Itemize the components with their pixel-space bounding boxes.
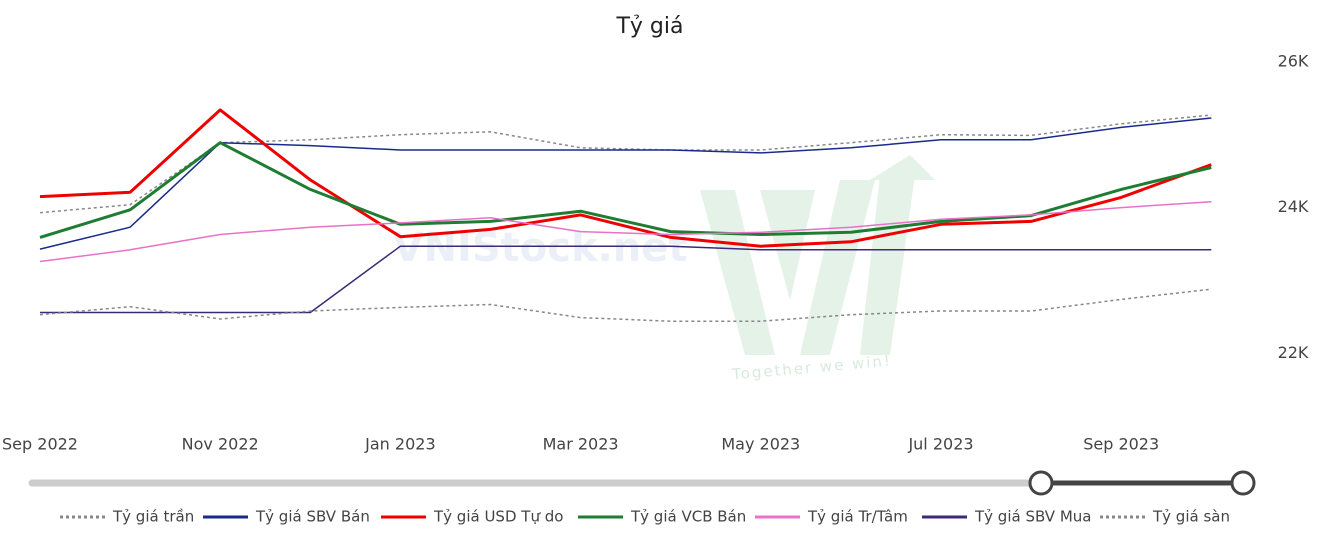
legend-item: Tỷ giá SBV Mua [922,508,1091,526]
watermark-logo [700,175,915,355]
legend-item: Tỷ giá trần [60,508,194,526]
legend-item: Tỷ giá VCB Bán [578,508,746,526]
x-tick-label: May 2023 [721,435,800,454]
x-tick-label: Jan 2023 [364,435,435,454]
x-tick-label: Sep 2023 [1083,435,1159,454]
legend-label: Tỷ giá trần [112,508,194,526]
watermark-slogan: Together we win! [730,352,892,384]
y-tick-label: 22K [1278,343,1309,362]
range-handle[interactable] [1028,470,1054,496]
range-handle[interactable] [1230,470,1256,496]
series-line [40,245,1212,314]
legend-label: Tỷ giá SBV Mua [974,508,1091,526]
legend-label: Tỷ giá SBV Bán [255,508,370,526]
legend-label: Tỷ giá Tr/Tâm [807,508,908,526]
legend-label: Tỷ giá sàn [1152,508,1230,526]
legend-item: Tỷ giá sàn [1100,508,1230,526]
y-tick-label: 24K [1278,197,1309,216]
chart-title: Tỷ giá [615,14,683,39]
series-line [39,288,1212,322]
legend-item: Tỷ giá USD Tự do [381,508,563,526]
y-tick-label: 26K [1278,51,1309,70]
legend-label: Tỷ giá VCB Bán [630,508,746,526]
series-line [39,114,1212,214]
series-line [39,117,1212,250]
legend-item: Tỷ giá Tr/Tâm [755,508,908,526]
x-tick-label: Sep 2022 [2,435,78,454]
x-tick-label: Nov 2022 [182,435,259,454]
x-tick-label: Jul 2023 [907,435,973,454]
series-line [39,141,1212,239]
watermark: VNIStock.net Together we win! [393,155,935,384]
series-line [39,200,1212,263]
series-line [39,108,1212,248]
x-tick-label: Mar 2023 [543,435,619,454]
legend-item: Tỷ giá SBV Bán [203,508,370,526]
legend-label: Tỷ giá USD Tự do [433,508,563,526]
watermark-arrow [870,155,935,180]
